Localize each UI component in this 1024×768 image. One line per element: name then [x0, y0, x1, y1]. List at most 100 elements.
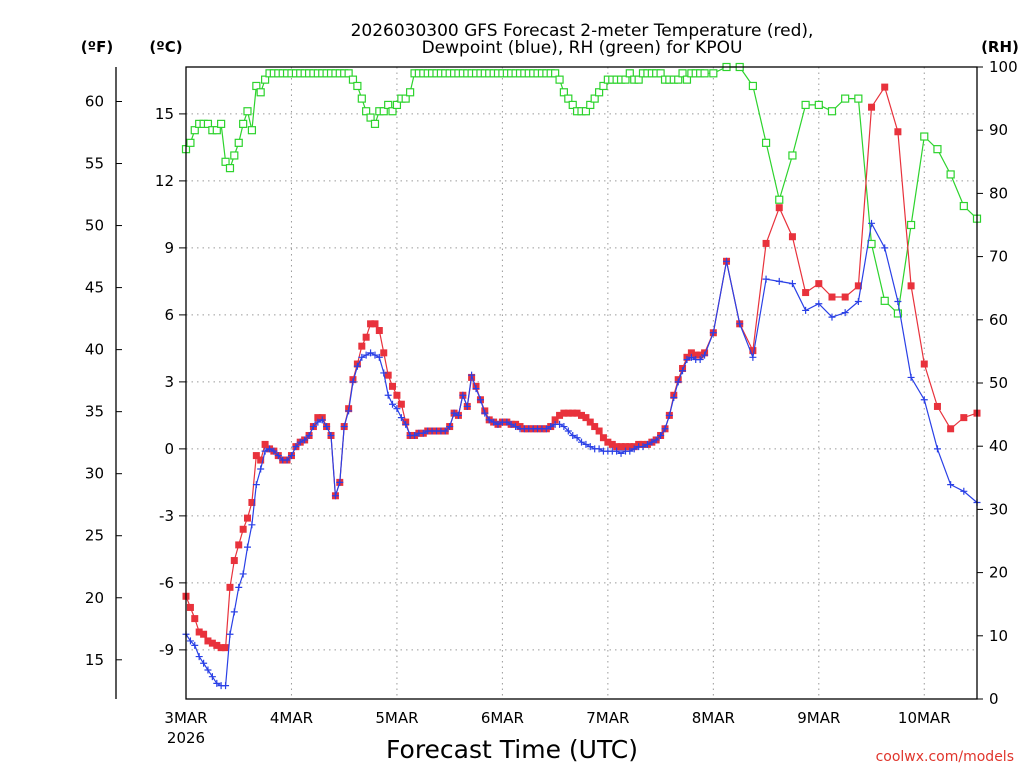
- rh-point: [190, 126, 199, 135]
- dewpoint-point: [595, 445, 603, 453]
- dewpoint-point: [775, 277, 783, 285]
- dewpoint-point: [485, 416, 493, 424]
- dewpoint-point: [586, 443, 594, 451]
- dewpoint-point: [195, 653, 203, 661]
- temperature-point: [920, 360, 928, 368]
- temperature-point: [802, 289, 810, 297]
- celsius-tick-label: 6: [164, 306, 174, 324]
- dewpoint-point: [222, 682, 230, 690]
- dewpoint-point: [613, 447, 621, 455]
- dewpoint-point: [573, 434, 581, 442]
- dewpoint-point: [472, 385, 480, 393]
- rh-point: [775, 195, 784, 204]
- temperature-point: [894, 128, 902, 136]
- dewpoint-point: [617, 449, 625, 457]
- fahrenheit-unit-label: (ºF): [81, 38, 113, 56]
- x-tick-label: 9MAR: [797, 709, 840, 727]
- rh-point: [656, 69, 665, 78]
- dewpoint-point: [454, 411, 462, 419]
- fahrenheit-tick-label: 55: [85, 155, 104, 173]
- dewpoint-point: [450, 409, 458, 417]
- rh-point: [700, 69, 709, 78]
- celsius-tick-label: 12: [155, 172, 174, 190]
- rh-point: [392, 100, 402, 110]
- rh-tick-label: 80: [989, 184, 1008, 202]
- temperature-point: [599, 434, 607, 442]
- dewpoint-point: [261, 447, 269, 455]
- dewpoint-point: [353, 362, 361, 370]
- dewpoint-point: [323, 423, 331, 431]
- series-layer: [181, 62, 982, 690]
- dewpoint-point: [881, 244, 889, 252]
- dewpoint-point: [490, 418, 498, 426]
- dewpoint-point: [296, 438, 304, 446]
- dewpoint-point: [283, 456, 291, 464]
- dewpoint-point: [468, 371, 476, 379]
- rh-point: [256, 88, 265, 97]
- celsius-tick-label: 15: [155, 105, 174, 123]
- temperature-point: [828, 293, 836, 301]
- temperature-point: [389, 382, 397, 390]
- rh-point: [366, 113, 375, 122]
- chart-title-line-2: Dewpoint (blue), RH (green) for KPOU: [422, 38, 743, 58]
- x-tick-label: 6MAR: [481, 709, 524, 727]
- temperature-point: [239, 525, 247, 533]
- dewpoint-point: [336, 478, 344, 486]
- fahrenheit-tick-label: 60: [85, 92, 104, 110]
- dewpoint-point: [920, 396, 928, 404]
- rh-point: [353, 81, 362, 91]
- dewpoint-point: [542, 425, 550, 433]
- rh-point: [709, 69, 718, 78]
- dewpoint-point: [186, 637, 194, 645]
- dewpoint-point: [802, 306, 810, 314]
- dewpoint-point: [560, 423, 568, 431]
- dewpoint-point: [960, 487, 968, 495]
- temperature-point: [573, 409, 581, 417]
- rh-point: [225, 164, 235, 173]
- dewpoint-point: [701, 351, 709, 359]
- dewpoint-point: [243, 543, 251, 551]
- dewpoint-point: [459, 391, 467, 399]
- temperature-point: [375, 327, 383, 335]
- rh-line: [185, 66, 978, 315]
- dewpoint-point: [670, 394, 678, 402]
- rh-point: [564, 94, 573, 103]
- dewpoint-point: [402, 420, 410, 428]
- dewpoint-point: [309, 423, 317, 431]
- temperature-point: [960, 414, 968, 422]
- rh-point: [551, 69, 560, 78]
- x-tick-label: 7MAR: [586, 709, 629, 727]
- grid-lines: [186, 67, 977, 699]
- temperature-point: [617, 443, 625, 451]
- x-tick-label: 8MAR: [692, 709, 735, 727]
- celsius-tick-label: 3: [164, 373, 174, 391]
- rh-tick-label: 50: [989, 374, 1008, 392]
- temperature-point: [696, 351, 704, 359]
- fahrenheit-tick-label: 15: [85, 651, 104, 669]
- rh-point: [933, 145, 942, 154]
- plot-frame: [185, 66, 978, 700]
- temperature-point: [371, 320, 379, 328]
- temperature-point: [788, 233, 796, 241]
- dewpoint-point: [661, 425, 669, 433]
- dewpoint-point: [696, 356, 704, 364]
- dewpoint-point: [868, 219, 876, 227]
- dewpoint-point: [494, 420, 502, 428]
- fahrenheit-tick-label: 45: [85, 279, 104, 297]
- dewpoint-point: [331, 492, 339, 500]
- dewpoint-point: [257, 465, 265, 473]
- rh-point: [761, 138, 771, 147]
- dewpoint-point: [564, 427, 572, 435]
- tick-labels: 3MAR 2026 4MAR 5MAR 6MAR 7MAR 8MAR 9MAR 10MAR -9 -…: [85, 58, 1018, 747]
- rh-tick-label: 30: [989, 500, 1008, 518]
- celsius-tick-label: 0: [164, 440, 174, 458]
- temperature-point: [213, 641, 221, 649]
- dewpoint-point: [648, 438, 656, 446]
- rh-point: [599, 81, 608, 91]
- dewpoint-point: [679, 367, 687, 375]
- dewpoint-point: [200, 659, 208, 667]
- dewpoint-point: [375, 353, 383, 361]
- rh-point: [625, 69, 634, 78]
- dewpoint-point: [191, 641, 199, 649]
